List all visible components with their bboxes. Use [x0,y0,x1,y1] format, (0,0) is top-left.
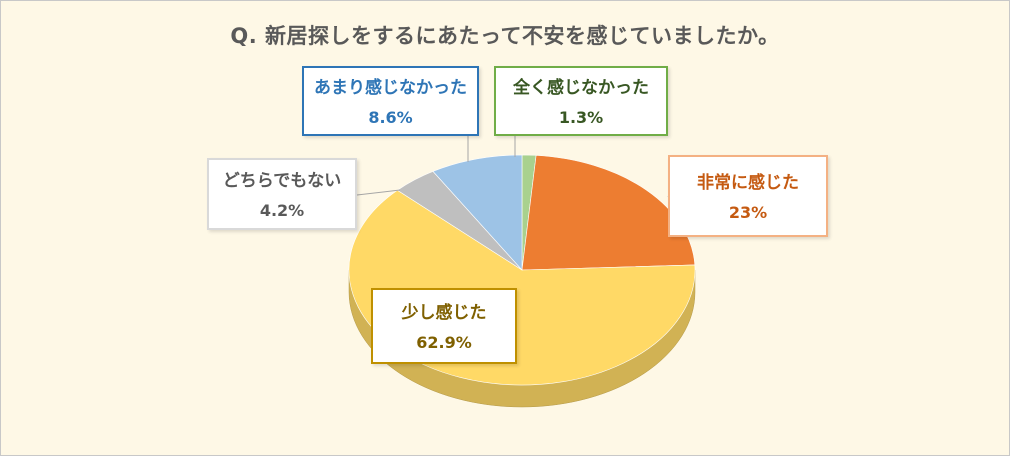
pie-slice-1 [521,155,696,271]
data-label-value: 62.9% [416,333,472,352]
data-label-value: 8.6% [368,108,413,127]
data-label-category: 少し感じた [401,303,487,323]
data-label-value: 23% [728,203,768,222]
chart-title: Q. 新居探しをするにあたって不安を感じていましたか。 [230,24,780,48]
data-label-category: 全く感じなかった [513,78,649,98]
data-label-value: 1.3% [558,108,604,127]
data-label-3: どちらでもない 4.2% [207,158,357,230]
data-label-4: あまり感じなかった 8.6% [302,66,479,136]
data-label-value: 4.2% [259,201,305,220]
pie-slice-4 [432,154,523,271]
data-label-category: どちらでもない [222,171,342,191]
data-label-2: 少し感じた 62.9% [371,288,517,364]
data-label-1: 非常に感じた 23% [668,155,828,237]
data-label-category: 非常に感じた [697,173,799,193]
data-label-0: 全く感じなかった 1.3% [494,66,668,136]
data-label-category: あまり感じなかった [314,78,467,98]
leader-line-3 [356,189,401,196]
